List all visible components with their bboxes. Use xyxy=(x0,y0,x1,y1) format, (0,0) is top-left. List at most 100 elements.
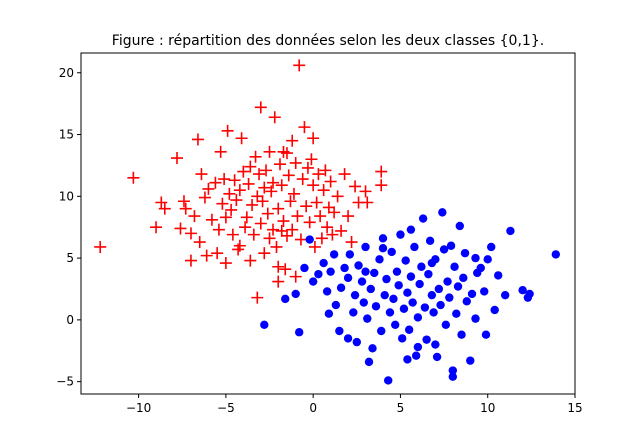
circle-marker xyxy=(425,236,435,245)
circle-marker xyxy=(326,267,335,276)
circle-marker xyxy=(459,273,468,283)
circle-marker xyxy=(308,277,318,286)
plus-marker xyxy=(223,187,236,200)
circle-marker xyxy=(448,372,458,381)
plus-marker xyxy=(239,221,252,234)
circle-marker xyxy=(343,334,353,343)
plus-marker xyxy=(328,206,341,219)
circle-marker xyxy=(329,250,339,259)
data-points xyxy=(94,59,560,385)
plus-marker xyxy=(273,158,286,171)
circle-marker xyxy=(378,244,388,253)
plus-marker xyxy=(230,194,243,207)
circle-marker xyxy=(490,305,499,315)
plus-marker xyxy=(305,153,318,166)
plus-marker xyxy=(301,161,314,174)
plus-marker xyxy=(221,124,234,137)
circle-marker xyxy=(432,352,442,362)
plus-marker xyxy=(198,191,211,204)
plus-marker xyxy=(195,168,208,181)
plus-marker xyxy=(375,165,388,178)
plus-marker xyxy=(286,223,299,236)
circle-marker xyxy=(417,262,426,271)
x-tick-label: 10 xyxy=(480,401,495,415)
circle-marker xyxy=(471,314,480,323)
plus-marker xyxy=(202,182,215,195)
circle-marker xyxy=(466,356,475,365)
plus-marker xyxy=(94,240,107,253)
plus-marker xyxy=(272,202,285,215)
plus-marker xyxy=(155,196,168,209)
plus-marker xyxy=(308,240,321,253)
circle-marker xyxy=(305,235,314,244)
plus-marker xyxy=(342,210,355,223)
circle-marker xyxy=(422,335,431,344)
plus-marker xyxy=(218,173,231,186)
plus-marker xyxy=(277,215,290,228)
circle-marker xyxy=(364,357,374,367)
circle-marker xyxy=(394,281,403,290)
plus-marker xyxy=(246,198,259,211)
plus-marker xyxy=(286,134,299,147)
plus-marker xyxy=(326,228,339,241)
plus-marker xyxy=(277,145,290,158)
circle-marker xyxy=(487,242,496,252)
y-tick-label: −5 xyxy=(56,375,74,389)
plus-marker xyxy=(324,175,337,188)
circle-marker xyxy=(429,308,438,317)
circle-marker xyxy=(441,320,451,330)
circle-marker xyxy=(471,253,480,263)
plus-marker xyxy=(171,152,184,165)
circle-marker xyxy=(399,304,409,313)
plus-marker xyxy=(265,185,278,198)
x-axis: −10 −5 0 5 10 15 xyxy=(126,394,583,415)
plus-marker xyxy=(307,132,320,145)
plus-marker xyxy=(228,174,241,187)
circle-marker xyxy=(387,247,396,257)
circle-marker xyxy=(411,351,421,360)
circle-marker xyxy=(396,230,405,239)
circle-marker xyxy=(453,282,463,291)
plus-marker xyxy=(270,240,283,253)
plus-marker xyxy=(294,233,307,246)
plus-marker xyxy=(272,275,285,288)
circle-marker xyxy=(382,274,391,284)
plus-marker xyxy=(315,232,328,245)
y-tick-label: 5 xyxy=(66,251,74,265)
circle-marker xyxy=(371,302,381,311)
plus-marker xyxy=(258,247,271,260)
plus-marker xyxy=(296,173,309,186)
plus-marker xyxy=(184,254,197,267)
circle-marker xyxy=(385,308,395,317)
plus-marker xyxy=(275,179,288,192)
circle-marker xyxy=(403,288,412,297)
circle-marker xyxy=(377,326,386,336)
circle-marker xyxy=(363,314,372,323)
circle-marker xyxy=(438,208,447,217)
plus-marker xyxy=(263,232,276,245)
plus-marker xyxy=(258,181,271,194)
plus-marker xyxy=(193,236,206,249)
circle-marker xyxy=(294,328,304,337)
plus-marker xyxy=(211,247,224,260)
circle-marker xyxy=(443,277,452,286)
plus-marker xyxy=(272,260,285,273)
plus-marker xyxy=(253,168,266,181)
circle-marker xyxy=(404,325,414,334)
circle-marker xyxy=(370,268,379,278)
plus-marker xyxy=(361,196,374,209)
plus-marker xyxy=(247,228,260,241)
plus-marker xyxy=(375,179,388,192)
circle-marker xyxy=(431,340,440,349)
plus-marker xyxy=(291,210,304,223)
circle-marker xyxy=(452,309,461,318)
circle-marker xyxy=(462,297,471,306)
plus-marker xyxy=(321,221,334,234)
plus-marker xyxy=(214,145,227,158)
plus-marker xyxy=(219,257,232,270)
plus-marker xyxy=(300,200,313,213)
plus-marker xyxy=(298,121,311,134)
circle-marker xyxy=(551,250,560,259)
circle-marker xyxy=(406,225,416,234)
plus-marker xyxy=(284,195,297,208)
